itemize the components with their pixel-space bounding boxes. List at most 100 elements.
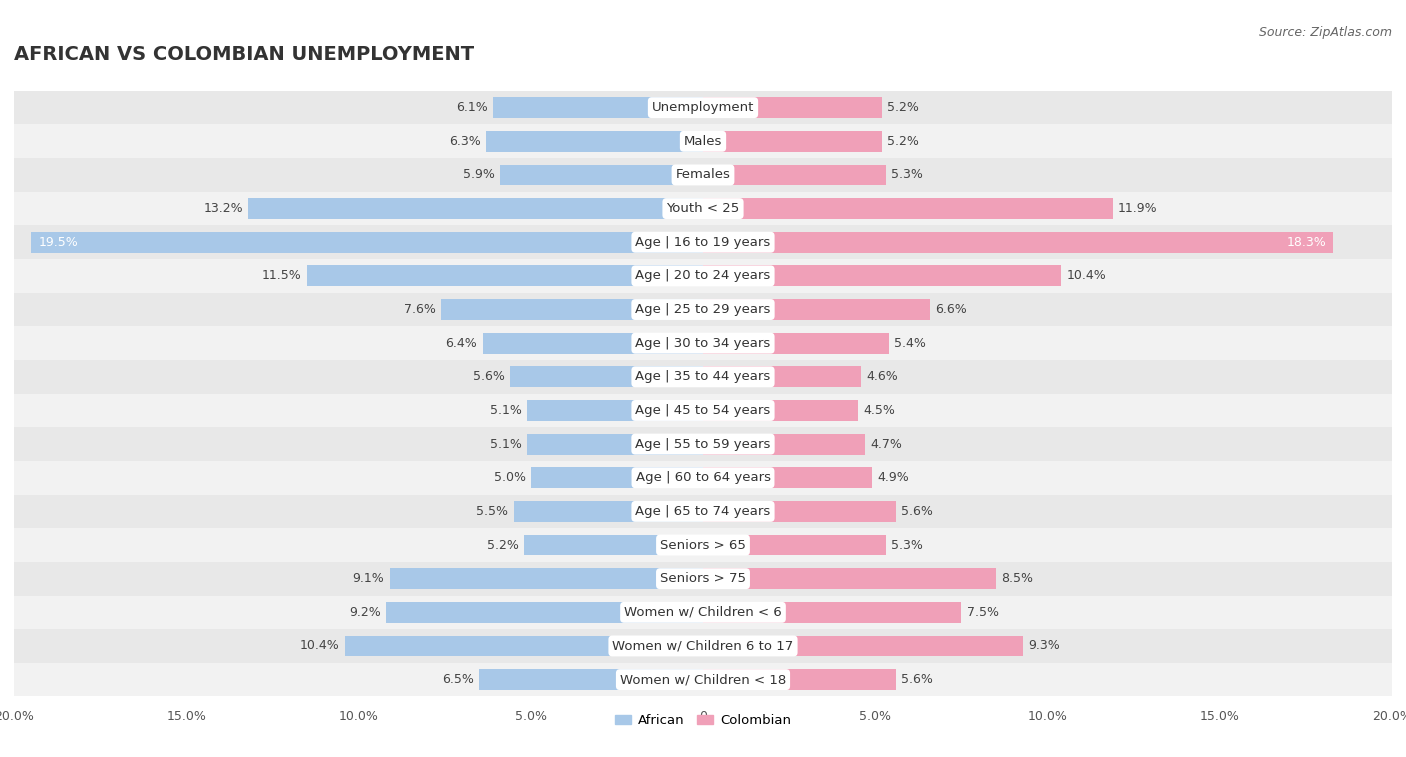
Bar [703, 501, 896, 522]
Text: Males: Males [683, 135, 723, 148]
Bar [14, 629, 1392, 663]
Bar [703, 97, 882, 118]
Text: 19.5%: 19.5% [38, 235, 77, 249]
Text: 5.2%: 5.2% [887, 101, 920, 114]
Text: 9.2%: 9.2% [349, 606, 381, 618]
Bar [703, 299, 931, 320]
Bar [703, 366, 862, 388]
Text: 5.4%: 5.4% [894, 337, 927, 350]
Bar [513, 501, 703, 522]
Bar [441, 299, 703, 320]
Text: 5.3%: 5.3% [891, 169, 922, 182]
Text: AFRICAN VS COLOMBIAN UNEMPLOYMENT: AFRICAN VS COLOMBIAN UNEMPLOYMENT [14, 45, 474, 64]
Bar [527, 434, 703, 454]
Text: 5.2%: 5.2% [486, 538, 519, 552]
Bar [510, 366, 703, 388]
Bar [389, 569, 703, 589]
Legend: African, Colombian: African, Colombian [610, 709, 796, 732]
Bar [387, 602, 703, 623]
Bar [14, 528, 1392, 562]
Bar [14, 461, 1392, 494]
Bar [14, 494, 1392, 528]
Bar [703, 669, 896, 690]
Text: 11.5%: 11.5% [262, 269, 302, 282]
Text: 5.1%: 5.1% [491, 438, 522, 450]
Bar [14, 226, 1392, 259]
Text: 6.5%: 6.5% [441, 673, 474, 686]
Bar [703, 636, 1024, 656]
Bar [531, 467, 703, 488]
Bar [479, 669, 703, 690]
Text: 4.7%: 4.7% [870, 438, 901, 450]
Bar [703, 232, 1333, 253]
Bar [14, 562, 1392, 596]
Bar [703, 333, 889, 354]
Text: 5.0%: 5.0% [494, 472, 526, 484]
Bar [494, 97, 703, 118]
Text: 7.6%: 7.6% [404, 303, 436, 316]
Bar [703, 467, 872, 488]
Bar [14, 91, 1392, 124]
Text: Youth < 25: Youth < 25 [666, 202, 740, 215]
Bar [14, 360, 1392, 394]
Bar [14, 663, 1392, 696]
Text: 9.1%: 9.1% [353, 572, 384, 585]
Bar [307, 266, 703, 286]
Text: Women w/ Children 6 to 17: Women w/ Children 6 to 17 [613, 640, 793, 653]
Text: 18.3%: 18.3% [1286, 235, 1326, 249]
Bar [14, 192, 1392, 226]
Text: 9.3%: 9.3% [1029, 640, 1060, 653]
Text: 5.3%: 5.3% [891, 538, 922, 552]
Bar [249, 198, 703, 219]
Bar [14, 124, 1392, 158]
Bar [703, 266, 1062, 286]
Text: 10.4%: 10.4% [1066, 269, 1107, 282]
Text: 6.1%: 6.1% [456, 101, 488, 114]
Text: 6.3%: 6.3% [449, 135, 481, 148]
Bar [703, 164, 886, 185]
Text: 5.6%: 5.6% [901, 505, 934, 518]
Text: Age | 65 to 74 years: Age | 65 to 74 years [636, 505, 770, 518]
Bar [499, 164, 703, 185]
Bar [527, 400, 703, 421]
Text: Seniors > 65: Seniors > 65 [659, 538, 747, 552]
Text: 5.5%: 5.5% [477, 505, 509, 518]
Text: 7.5%: 7.5% [966, 606, 998, 618]
Text: 6.6%: 6.6% [935, 303, 967, 316]
Text: Unemployment: Unemployment [652, 101, 754, 114]
Bar [703, 198, 1114, 219]
Text: Age | 35 to 44 years: Age | 35 to 44 years [636, 370, 770, 383]
Bar [14, 259, 1392, 293]
Text: Age | 45 to 54 years: Age | 45 to 54 years [636, 404, 770, 417]
Text: 5.6%: 5.6% [901, 673, 934, 686]
Bar [14, 394, 1392, 427]
Bar [482, 333, 703, 354]
Bar [703, 131, 882, 151]
Bar [703, 400, 858, 421]
Text: 11.9%: 11.9% [1118, 202, 1157, 215]
Bar [344, 636, 703, 656]
Text: 10.4%: 10.4% [299, 640, 340, 653]
Bar [703, 434, 865, 454]
Bar [14, 158, 1392, 192]
Text: 13.2%: 13.2% [204, 202, 243, 215]
Text: 5.2%: 5.2% [887, 135, 920, 148]
Bar [14, 326, 1392, 360]
Bar [14, 293, 1392, 326]
Text: 5.9%: 5.9% [463, 169, 495, 182]
Text: Age | 25 to 29 years: Age | 25 to 29 years [636, 303, 770, 316]
Text: Age | 20 to 24 years: Age | 20 to 24 years [636, 269, 770, 282]
Text: 8.5%: 8.5% [1001, 572, 1033, 585]
Text: 6.4%: 6.4% [446, 337, 478, 350]
Text: Source: ZipAtlas.com: Source: ZipAtlas.com [1258, 26, 1392, 39]
Text: 4.5%: 4.5% [863, 404, 896, 417]
Text: Women w/ Children < 6: Women w/ Children < 6 [624, 606, 782, 618]
Text: Age | 16 to 19 years: Age | 16 to 19 years [636, 235, 770, 249]
Text: Females: Females [675, 169, 731, 182]
Bar [31, 232, 703, 253]
Text: Age | 30 to 34 years: Age | 30 to 34 years [636, 337, 770, 350]
Text: 4.6%: 4.6% [866, 370, 898, 383]
Bar [703, 534, 886, 556]
Bar [14, 427, 1392, 461]
Bar [14, 596, 1392, 629]
